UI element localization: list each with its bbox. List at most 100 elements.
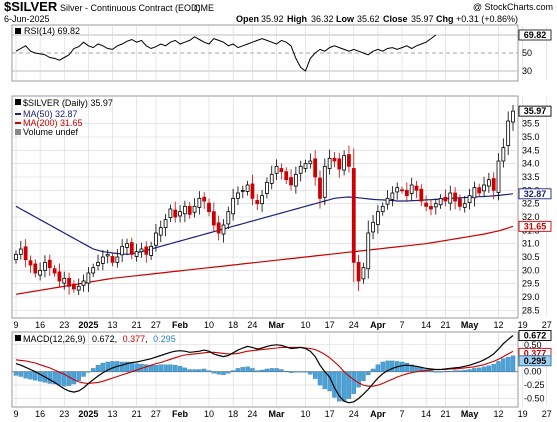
candle-body — [269, 173, 274, 184]
macd-histogram-bar — [486, 365, 492, 372]
rsi-tick-label: 30 — [522, 66, 532, 76]
candle-body — [96, 261, 100, 266]
ma200-line — [15, 225, 514, 295]
candle-body — [255, 200, 260, 205]
macd-histogram-bar — [201, 368, 207, 372]
rsi-line — [15, 34, 437, 72]
ma200-last-value-box — [518, 220, 552, 232]
chart-symbol: $SILVER — [4, 0, 58, 14]
ma50-last-value-box — [518, 188, 552, 200]
price-tick-label: 31.0 — [522, 239, 540, 249]
candle-body — [414, 185, 419, 191]
candle-body — [163, 219, 168, 229]
candle-body — [409, 184, 414, 194]
candle-body — [486, 179, 491, 187]
macd-histogram-bar — [173, 365, 178, 372]
x-tick-label: Feb — [172, 320, 189, 330]
macd-histogram-bar — [211, 371, 217, 374]
candle-body — [182, 205, 187, 215]
x-tick-label-macd: Feb — [172, 409, 189, 419]
ma50-legend: MA(50) 32.87 — [23, 109, 78, 119]
candle-body — [308, 160, 313, 165]
candle-body — [86, 272, 91, 284]
candle-body — [366, 232, 371, 270]
candle-body — [506, 120, 511, 146]
macd-tick-label: -0.25 — [524, 380, 545, 390]
candle-body — [395, 187, 400, 193]
macd-histogram-bar — [399, 361, 405, 372]
candle-body — [347, 154, 351, 167]
candle-body — [76, 285, 81, 291]
rsi-legend-swatch — [15, 28, 21, 34]
x-tick-label: Apr — [370, 320, 386, 330]
macd-histogram-bar — [438, 371, 443, 373]
candle-body — [385, 197, 390, 205]
rsi-last-box — [518, 29, 552, 41]
macd-histogram-bar — [457, 370, 463, 372]
candle-body — [129, 242, 134, 255]
candle-body — [467, 195, 472, 204]
candle-body — [448, 192, 453, 204]
x-tick-label-macd: Mar — [269, 409, 286, 419]
macd-histogram-bar — [100, 362, 106, 372]
x-tick-label-macd: 2025 — [78, 409, 98, 419]
macd-histogram-bar — [119, 361, 125, 372]
macd-histogram-bar — [274, 368, 279, 372]
macd-legend-label: MACD(12,26,9) — [23, 334, 86, 344]
x-tick-label-macd: 23 — [59, 409, 69, 419]
macd-histogram-bar — [298, 371, 303, 373]
macd-histogram-bar — [221, 371, 226, 376]
macd-histogram-bar — [467, 369, 472, 372]
x-tick-label: 27 — [542, 320, 552, 330]
candle-body — [371, 221, 375, 233]
macd-legend: MACD(12,26,9) 0.672, 0.377, 0.295 — [23, 334, 176, 344]
x-tick-label-macd: 12 — [494, 409, 504, 419]
candle-body — [207, 202, 211, 213]
candle-body — [187, 205, 192, 215]
price-legend-swatch — [15, 99, 21, 105]
macd-legend-comma: , — [145, 334, 148, 344]
price-panel — [11, 95, 519, 319]
macd-histogram-bar — [105, 361, 110, 372]
x-tick-label-macd: 14 — [421, 409, 431, 419]
x-tick-label: 13 — [107, 320, 117, 330]
candle-body — [482, 184, 486, 192]
price-tick-label: 32.5 — [522, 199, 540, 209]
macd-histogram-bar — [192, 369, 197, 372]
candle-body — [125, 243, 129, 248]
candle-body — [356, 261, 361, 282]
price-tick-label: 30.5 — [522, 252, 540, 262]
macd-histogram-bar — [71, 371, 77, 385]
macd-histogram-bar — [255, 370, 260, 372]
macd-legend-comma: , — [115, 334, 118, 344]
macd-legend-hist: 0.295 — [153, 334, 176, 344]
candle-body — [380, 205, 385, 213]
chg-value: +0.31 (+0.86%) — [456, 14, 518, 24]
candle-body — [342, 155, 347, 171]
x-tick-label: 23 — [59, 320, 69, 330]
candle-body — [28, 260, 33, 266]
macd-tick-label: 0.50 — [524, 340, 542, 350]
x-tick-label: May — [461, 320, 479, 330]
candle-body — [443, 196, 448, 202]
macd-histogram-bar — [163, 364, 168, 372]
macd-histogram-bar — [81, 371, 86, 377]
candle-body — [178, 211, 182, 217]
candle-body — [202, 196, 207, 202]
macd-histogram-bar — [428, 370, 434, 372]
candle-body — [23, 246, 28, 261]
x-tick-label-macd: 10 — [204, 409, 214, 419]
candle-body — [18, 248, 23, 255]
x-tick-label: 21 — [440, 320, 450, 330]
macd-histogram-bar — [187, 369, 192, 372]
macd-histogram-bar — [337, 371, 342, 402]
candle-body — [240, 189, 245, 192]
macd-histogram-bar — [168, 364, 173, 372]
macd-histogram-bar — [129, 362, 135, 372]
macd-histogram-bar — [341, 371, 347, 402]
macd-histogram-bar — [322, 371, 328, 390]
macd-histogram-bar — [230, 370, 236, 372]
macd-legend-macd: 0.672 — [92, 334, 115, 344]
candle-body — [221, 224, 226, 235]
